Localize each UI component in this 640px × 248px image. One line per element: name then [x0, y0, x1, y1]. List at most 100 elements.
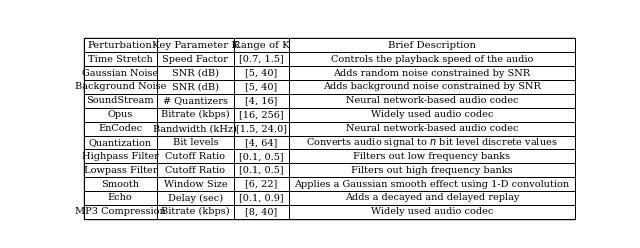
- Text: Time Stretch: Time Stretch: [88, 55, 153, 64]
- Bar: [157, 108, 234, 122]
- Text: Neural network-based audio codec: Neural network-based audio codec: [346, 96, 518, 105]
- Text: Opus: Opus: [108, 110, 133, 119]
- Text: SoundStream: SoundStream: [86, 96, 154, 105]
- Text: [6, 22]: [6, 22]: [245, 180, 278, 189]
- Text: EnCodec: EnCodec: [98, 124, 142, 133]
- Bar: [289, 38, 575, 52]
- Text: [16, 256]: [16, 256]: [239, 110, 284, 119]
- Bar: [84, 177, 157, 191]
- Bar: [289, 66, 575, 80]
- Text: [4, 16]: [4, 16]: [245, 96, 278, 105]
- Text: [8, 40]: [8, 40]: [245, 207, 278, 216]
- Text: Filters out low frequency banks: Filters out low frequency banks: [353, 152, 510, 161]
- Bar: [234, 66, 289, 80]
- Text: Highpass Filter: Highpass Filter: [82, 152, 159, 161]
- Text: Applies a Gaussian smooth effect using 1-D convolution: Applies a Gaussian smooth effect using 1…: [294, 180, 570, 189]
- Bar: [84, 66, 157, 80]
- Bar: [289, 149, 575, 163]
- Text: SNR (dB): SNR (dB): [172, 68, 219, 78]
- Text: [0.1, 0.9]: [0.1, 0.9]: [239, 193, 284, 202]
- Text: Background Noise: Background Noise: [75, 82, 166, 92]
- Text: [5, 40]: [5, 40]: [245, 68, 278, 78]
- Bar: [84, 80, 157, 94]
- Bar: [289, 80, 575, 94]
- Bar: [234, 108, 289, 122]
- Bar: [234, 122, 289, 135]
- Bar: [157, 163, 234, 177]
- Bar: [234, 149, 289, 163]
- Text: Key Parameter Κ: Key Parameter Κ: [152, 41, 239, 50]
- Text: Window Size: Window Size: [163, 180, 227, 189]
- Bar: [157, 122, 234, 135]
- Bar: [289, 205, 575, 219]
- Bar: [289, 122, 575, 135]
- Bar: [234, 80, 289, 94]
- Bar: [157, 149, 234, 163]
- Bar: [84, 38, 157, 52]
- Text: Gaussian Noise: Gaussian Noise: [82, 68, 158, 78]
- Text: Cutoff Ratio: Cutoff Ratio: [165, 166, 225, 175]
- Text: [0.1, 0.5]: [0.1, 0.5]: [239, 166, 284, 175]
- Text: Widely used audio codec: Widely used audio codec: [371, 110, 493, 119]
- Text: Brief Description: Brief Description: [388, 41, 476, 50]
- Text: Quantization: Quantization: [89, 138, 152, 147]
- Bar: [157, 191, 234, 205]
- Text: SNR (dB): SNR (dB): [172, 82, 219, 92]
- Bar: [234, 135, 289, 149]
- Text: [4, 64]: [4, 64]: [245, 138, 278, 147]
- Text: Adds a decayed and delayed replay: Adds a decayed and delayed replay: [344, 193, 519, 202]
- Text: Filters out high frequency banks: Filters out high frequency banks: [351, 166, 513, 175]
- Bar: [234, 191, 289, 205]
- Text: Converts audio signal to $n$ bit level discrete values: Converts audio signal to $n$ bit level d…: [306, 136, 557, 149]
- Bar: [84, 149, 157, 163]
- Bar: [84, 122, 157, 135]
- Text: MP3 Compression: MP3 Compression: [75, 207, 166, 216]
- Bar: [234, 205, 289, 219]
- Bar: [289, 52, 575, 66]
- Bar: [84, 163, 157, 177]
- Bar: [84, 205, 157, 219]
- Bar: [289, 177, 575, 191]
- Text: Smooth: Smooth: [101, 180, 140, 189]
- Text: # Quantizers: # Quantizers: [163, 96, 228, 105]
- Text: [0.7, 1.5]: [0.7, 1.5]: [239, 55, 284, 64]
- Text: [5, 40]: [5, 40]: [245, 82, 278, 92]
- Bar: [234, 163, 289, 177]
- Bar: [157, 205, 234, 219]
- Bar: [234, 94, 289, 108]
- Text: Perturbation: Perturbation: [88, 41, 153, 50]
- Bar: [289, 94, 575, 108]
- Text: Controls the playback speed of the audio: Controls the playback speed of the audio: [331, 55, 533, 64]
- Bar: [157, 52, 234, 66]
- Text: Widely used audio codec: Widely used audio codec: [371, 207, 493, 216]
- Text: Adds background noise constrained by SNR: Adds background noise constrained by SNR: [323, 82, 541, 92]
- Text: Range of Κ: Range of Κ: [233, 41, 290, 50]
- Bar: [84, 191, 157, 205]
- Bar: [84, 94, 157, 108]
- Bar: [234, 177, 289, 191]
- Bar: [157, 38, 234, 52]
- Text: Delay (sec): Delay (sec): [168, 193, 223, 203]
- Text: Bit levels: Bit levels: [173, 138, 218, 147]
- Text: [1.5, 24.0]: [1.5, 24.0]: [236, 124, 287, 133]
- Bar: [157, 80, 234, 94]
- Text: Bitrate (kbps): Bitrate (kbps): [161, 110, 230, 119]
- Text: [0.1, 0.5]: [0.1, 0.5]: [239, 152, 284, 161]
- Text: Neural network-based audio codec: Neural network-based audio codec: [346, 124, 518, 133]
- Bar: [234, 52, 289, 66]
- Text: Bandwidth (kHz): Bandwidth (kHz): [154, 124, 237, 133]
- Bar: [84, 52, 157, 66]
- Bar: [234, 38, 289, 52]
- Bar: [84, 108, 157, 122]
- Bar: [289, 135, 575, 149]
- Bar: [84, 135, 157, 149]
- Text: Speed Factor: Speed Factor: [163, 55, 228, 64]
- Bar: [289, 163, 575, 177]
- Text: Lowpass Filter: Lowpass Filter: [83, 166, 157, 175]
- Bar: [157, 66, 234, 80]
- Bar: [157, 135, 234, 149]
- Bar: [289, 191, 575, 205]
- Text: Cutoff Ratio: Cutoff Ratio: [165, 152, 225, 161]
- Bar: [289, 108, 575, 122]
- Text: Adds random noise constrained by SNR: Adds random noise constrained by SNR: [333, 68, 531, 78]
